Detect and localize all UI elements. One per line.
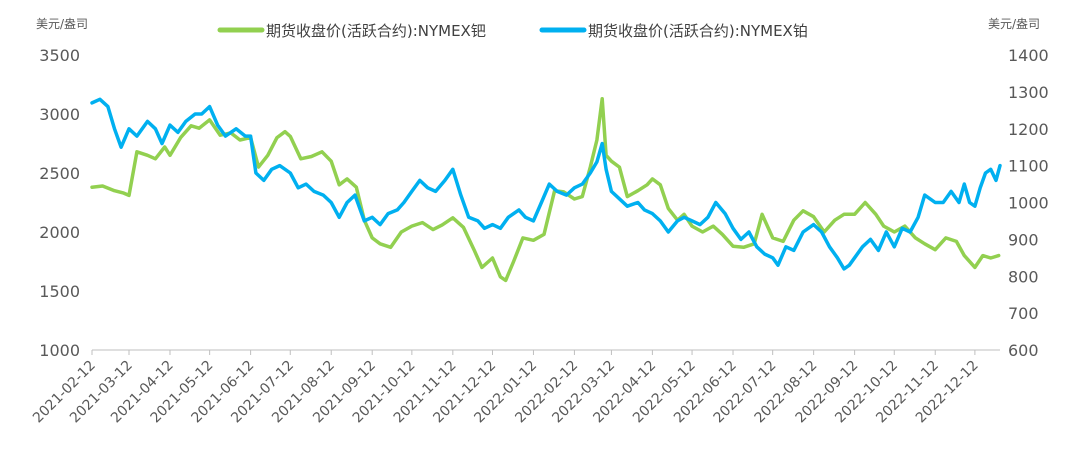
right-tick-label: 1000 xyxy=(1008,194,1049,213)
left-tick-label: 1000 xyxy=(39,341,80,360)
left-tick-label: 2500 xyxy=(39,164,80,183)
left-axis-ticks: 1000 1500 2000 2500 3000 3500 xyxy=(39,46,80,360)
right-tick-label: 800 xyxy=(1008,267,1039,286)
series-lines xyxy=(90,96,1002,283)
right-tick-label: 1100 xyxy=(1008,157,1049,176)
right-tick-label: 1400 xyxy=(1008,46,1049,65)
right-tick-label: 600 xyxy=(1008,341,1039,360)
left-tick-label: 2000 xyxy=(39,223,80,242)
series-line-palladium xyxy=(90,96,1001,283)
right-tick-label: 1200 xyxy=(1008,120,1049,139)
left-axis-unit: 美元/盎司 xyxy=(36,17,88,31)
x-axis-ticks: 2021-02-122021-03-122021-04-122021-05-12… xyxy=(30,350,982,426)
legend: 期货收盘价(活跃合约):NYMEX钯 期货收盘价(活跃合约):NYMEX铂 xyxy=(217,22,808,40)
right-tick-label: 1300 xyxy=(1008,83,1049,102)
left-tick-label: 1500 xyxy=(39,282,80,301)
right-tick-label: 700 xyxy=(1008,304,1039,323)
legend-label-platinum: 期货收盘价(活跃合约):NYMEX铂 xyxy=(588,22,808,40)
right-axis-ticks: 600 700 800 900 1000 1100 1200 1300 1400 xyxy=(1008,46,1049,360)
left-tick-label: 3500 xyxy=(39,46,80,65)
series-line-platinum xyxy=(90,97,1002,271)
right-axis-unit: 美元/盎司 xyxy=(988,17,1040,31)
legend-label-palladium: 期货收盘价(活跃合约):NYMEX钯 xyxy=(266,22,486,40)
left-tick-label: 3000 xyxy=(39,105,80,124)
right-tick-label: 900 xyxy=(1008,230,1039,249)
